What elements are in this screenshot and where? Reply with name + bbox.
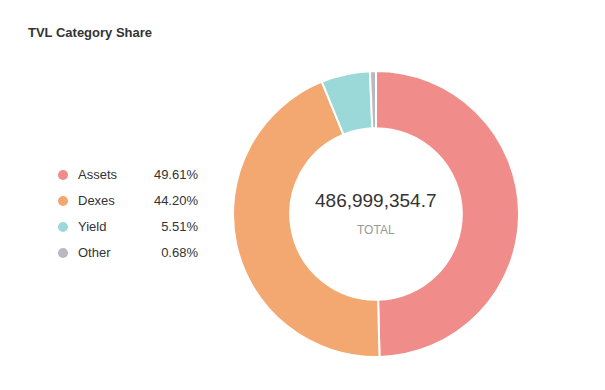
svg-text:486,999,354.7: 486,999,354.7 <box>315 190 437 211</box>
html-text:0.68%: 0.68% <box>161 245 198 260</box>
svg-text:TVL Category Share: TVL Category Share <box>28 25 152 40</box>
html-text:5.51%: 5.51% <box>161 219 198 234</box>
html-text:Yield: Yield <box>78 219 107 234</box>
html-text:Other: Other <box>78 245 111 260</box>
svg-text:TOTAL: TOTAL <box>357 223 395 237</box>
html-text:44.20%: 44.20% <box>153 193 198 208</box>
html-text:Assets: Assets <box>78 167 117 182</box>
html-text:Dexes: Dexes <box>78 193 115 208</box>
html-text:49.61%: 49.61% <box>153 167 198 182</box>
